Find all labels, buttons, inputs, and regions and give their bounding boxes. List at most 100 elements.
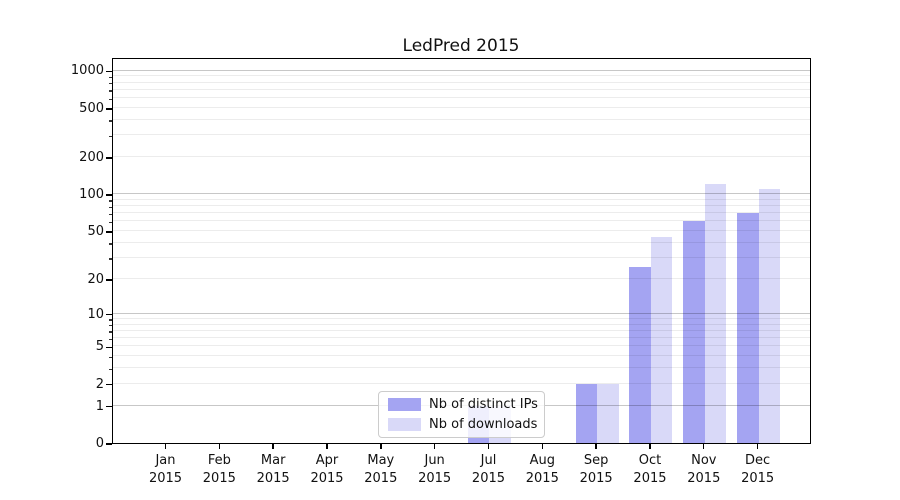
y-tick-mark (106, 384, 112, 386)
x-tick-mark (218, 444, 221, 449)
y-minor-tick-mark (108, 221, 112, 224)
y-tick-label: 2 (95, 376, 104, 392)
x-tick-mark (164, 444, 167, 449)
x-tick-mark (380, 444, 382, 449)
gridline-minor (113, 88, 810, 90)
y-minor-tick-mark (108, 325, 112, 327)
y-minor-tick-mark (108, 120, 112, 122)
gridline-minor (113, 212, 810, 214)
y-minor-tick-mark (108, 258, 112, 260)
y-tick-mark (106, 405, 112, 408)
x-tick-mark (487, 444, 490, 449)
gridline-minor (113, 156, 810, 158)
x-tick-label-may: May 2015 (364, 453, 398, 486)
gridline-minor (113, 230, 810, 231)
bar-nb-of-distinct-ips-sep-2015 (575, 383, 598, 443)
legend-item-downloads: Nb of downloads (388, 417, 537, 432)
gridline-minor (113, 337, 810, 339)
y-minor-tick-mark (108, 331, 112, 333)
x-tick-mark (326, 444, 328, 449)
x-tick-mark (703, 444, 705, 449)
legend-item-distinct-ips: Nb of distinct IPs (388, 397, 538, 412)
y-tick-label: 200 (79, 150, 104, 166)
gridline-minor (113, 345, 810, 347)
bar-nb-of-downloads-nov-2015 (704, 184, 727, 443)
legend-label: Nb of distinct IPs (429, 397, 538, 412)
bar-nb-of-distinct-ips-nov-2015 (683, 221, 705, 443)
y-minor-tick-mark (108, 76, 112, 79)
y-tick-label: 500 (79, 100, 104, 116)
gridline-minor (113, 355, 810, 357)
x-tick-label-dec: Dec 2015 (741, 453, 775, 486)
x-tick-label-mar: Mar 2015 (256, 453, 290, 486)
x-tick-label-jul: Jul 2015 (471, 453, 506, 486)
y-tick-label: 1 (95, 398, 104, 414)
gridline-minor (113, 367, 810, 369)
y-tick-mark (106, 443, 112, 445)
gridline-minor (113, 256, 810, 258)
y-tick-label: 10 (87, 306, 104, 322)
gridline-minor (113, 382, 810, 384)
bar-nb-of-distinct-ips-dec-2015 (737, 213, 759, 443)
plot-area (112, 58, 811, 444)
legend-swatch (388, 418, 421, 431)
gridline-minor (113, 198, 810, 200)
bar-nb-of-downloads-dec-2015 (758, 189, 781, 443)
x-tick-label-apr: Apr 2015 (310, 453, 344, 486)
gridline-minor (113, 118, 810, 120)
x-tick-mark (433, 444, 436, 449)
x-tick-mark (541, 444, 543, 449)
y-minor-tick-mark (108, 213, 112, 216)
legend-swatch (388, 398, 421, 411)
y-tick-label: 1000 (70, 63, 104, 79)
gridline-minor (113, 220, 810, 222)
x-tick-mark (649, 444, 651, 449)
y-tick-label: 50 (87, 224, 104, 239)
bar-nb-of-distinct-ips-oct-2015 (629, 267, 651, 443)
y-minor-tick-mark (108, 90, 112, 92)
y-tick-label: 100 (79, 187, 104, 203)
y-minor-tick-mark (108, 98, 112, 100)
gridline-minor (113, 323, 810, 325)
y-minor-tick-mark (108, 338, 112, 340)
gridline-minor (113, 75, 810, 77)
gridline-minor (113, 97, 810, 98)
y-minor-tick-mark (108, 200, 112, 202)
y-minor-tick-mark (108, 206, 112, 208)
x-tick-label-feb: Feb 2015 (202, 453, 236, 486)
x-tick-label-aug: Aug 2015 (525, 453, 559, 486)
x-tick-label-sep: Sep 2015 (579, 453, 613, 486)
x-tick-mark (595, 444, 597, 449)
chart-title: LedPred 2015 (402, 36, 520, 56)
x-tick-mark (756, 444, 759, 449)
gridline-minor (113, 134, 810, 136)
y-minor-tick-mark (108, 83, 112, 85)
gridline-minor (113, 317, 810, 319)
y-tick-mark (106, 314, 112, 316)
x-tick-mark (272, 444, 274, 449)
x-tick-label-nov: Nov 2015 (687, 453, 721, 486)
gridline-major (113, 69, 810, 71)
gridline-minor (113, 81, 810, 83)
y-tick-mark (106, 194, 112, 196)
y-tick-mark (106, 231, 112, 233)
gridline-minor (113, 241, 810, 243)
gridline-minor (113, 329, 810, 331)
y-tick-mark (106, 157, 112, 159)
y-minor-tick-mark (108, 243, 112, 245)
y-minor-tick-mark (108, 368, 112, 371)
x-tick-label-jan: Jan 2015 (148, 453, 183, 486)
y-tick-label: 20 (87, 271, 104, 287)
y-tick-label: 0 (95, 436, 104, 451)
y-tick-mark (106, 70, 112, 73)
gridline-minor (113, 277, 810, 279)
gridline-minor (113, 205, 810, 207)
gridline-major (113, 193, 810, 195)
x-tick-label-jun: Jun 2015 (418, 453, 452, 486)
y-minor-tick-mark (108, 356, 112, 359)
y-tick-mark (106, 346, 112, 349)
x-tick-label-oct: Oct 2015 (633, 453, 667, 486)
y-tick-label: 5 (95, 339, 104, 355)
y-minor-tick-mark (108, 135, 112, 138)
